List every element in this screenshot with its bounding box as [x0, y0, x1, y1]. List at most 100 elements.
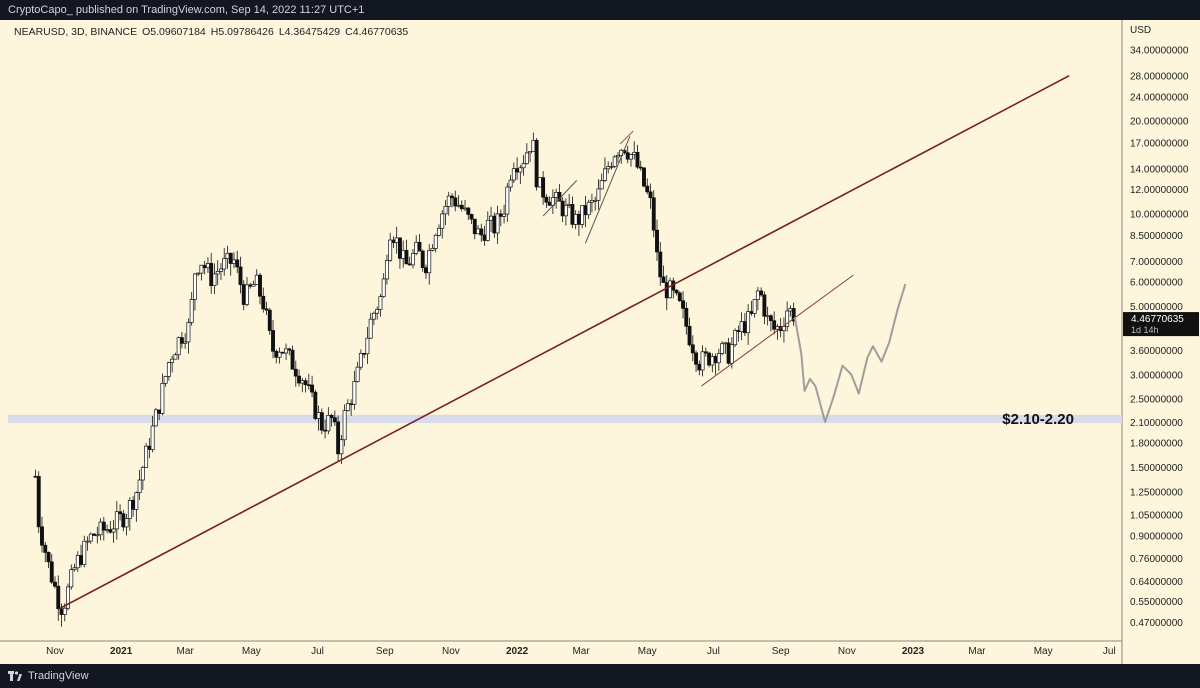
- y-tick-6: 12.00000000: [1130, 185, 1189, 196]
- candle-body: [463, 207, 467, 210]
- x-tick-12: Nov: [838, 646, 856, 657]
- candle-197: [674, 289, 679, 296]
- candle-body: [430, 248, 435, 251]
- candle-body: [49, 561, 54, 583]
- candle-body: [62, 607, 67, 615]
- candle-75: [277, 347, 282, 364]
- candle-126: [443, 200, 448, 226]
- candle-body: [703, 351, 708, 354]
- candle-body: [339, 439, 344, 455]
- candle-body: [378, 296, 383, 310]
- candle-26: [118, 504, 123, 521]
- candle-body: [729, 344, 734, 364]
- candle-body: [300, 380, 305, 384]
- candle-body: [742, 321, 747, 334]
- candle-106: [378, 294, 383, 317]
- candle-body: [505, 186, 510, 215]
- candle-99: [355, 361, 360, 383]
- candle-body: [593, 199, 598, 202]
- candle-body: [326, 415, 331, 432]
- candle-42: [170, 355, 175, 373]
- candle-body: [411, 253, 415, 266]
- candle-body: [166, 362, 171, 377]
- candle-body: [121, 513, 126, 528]
- candle-body: [570, 203, 575, 225]
- candle-211: [720, 341, 725, 356]
- candle-body: [791, 308, 796, 322]
- candle-154: [534, 138, 539, 191]
- candle-43: [173, 352, 178, 360]
- candle-body: [573, 213, 578, 225]
- candle-body: [612, 156, 617, 167]
- candle-109: [388, 232, 393, 262]
- candle-body: [664, 282, 669, 299]
- candle-body: [72, 567, 77, 571]
- candle-206: [703, 347, 708, 357]
- x-tick-7: 2022: [506, 646, 529, 657]
- candle-118: [417, 234, 422, 252]
- candle-90: [326, 407, 331, 435]
- candle-187: [642, 167, 646, 188]
- candle-body: [157, 409, 162, 414]
- candle-46: [183, 333, 188, 349]
- y-tick-7: 10.00000000: [1130, 209, 1189, 220]
- y-tick-17: 1.50000000: [1130, 463, 1183, 474]
- candle-body: [310, 384, 315, 393]
- x-tick-0: Nov: [46, 646, 64, 657]
- candle-121: [427, 244, 432, 285]
- candle-body: [248, 284, 253, 287]
- candle-body: [583, 205, 588, 216]
- candle-body: [205, 263, 210, 269]
- candle-7: [56, 575, 61, 621]
- candle-233: [791, 302, 796, 327]
- currency-label: USD: [1130, 25, 1151, 36]
- candle-body: [147, 445, 152, 450]
- candle-83: [303, 377, 308, 393]
- price-chart[interactable]: $2.10-2.20 34.00000000 28.00000000 24.00000…: [0, 20, 1200, 664]
- candle-body: [469, 214, 474, 220]
- candle-25: [114, 501, 119, 540]
- candle-123: [433, 233, 438, 253]
- candle-body: [271, 330, 275, 352]
- candle-body: [625, 152, 630, 160]
- x-tick-5: Sep: [376, 646, 394, 657]
- candle-57: [219, 263, 223, 281]
- last-price-label: 4.46770635: [1131, 314, 1184, 325]
- candle-173: [596, 179, 601, 210]
- candle-51: [199, 264, 204, 281]
- candle-body: [401, 250, 406, 259]
- candle-48: [189, 292, 194, 326]
- x-tick-1: 2021: [110, 646, 133, 657]
- y-tick-24: 0.47000000: [1130, 618, 1183, 629]
- footer-brand: TradingView: [28, 670, 89, 682]
- published-line: CryptoCapo_ published on TradingView.com…: [8, 4, 365, 16]
- ohlc-value-4: C4.46770635: [345, 26, 408, 38]
- candle-body: [267, 309, 272, 331]
- candle-body: [332, 417, 337, 423]
- candle-108: [384, 254, 389, 285]
- candle-149: [518, 164, 523, 184]
- y-tick-14: 2.50000000: [1130, 395, 1183, 406]
- y-tick-8: 8.50000000: [1130, 231, 1183, 242]
- candle-body: [277, 351, 282, 358]
- candle-body: [661, 276, 666, 283]
- candle-33: [140, 465, 145, 490]
- candle-body: [629, 154, 633, 160]
- candle-76: [280, 351, 285, 354]
- x-tick-3: May: [242, 646, 261, 657]
- candle-10: [66, 583, 70, 611]
- candle-body: [40, 526, 44, 546]
- x-tick-16: Jul: [1103, 646, 1116, 657]
- y-tick-11: 5.00000000: [1130, 302, 1183, 313]
- candle-body: [131, 500, 136, 510]
- candle-78: [287, 347, 292, 356]
- candle-201: [687, 317, 692, 347]
- candle-65: [245, 277, 249, 307]
- y-tick-4: 17.00000000: [1130, 138, 1189, 149]
- candle-body: [85, 540, 90, 543]
- candle-body: [261, 295, 266, 310]
- candle-body: [674, 289, 679, 294]
- candle-body: [352, 381, 357, 405]
- candle-199: [681, 291, 685, 319]
- candle-body: [599, 180, 604, 190]
